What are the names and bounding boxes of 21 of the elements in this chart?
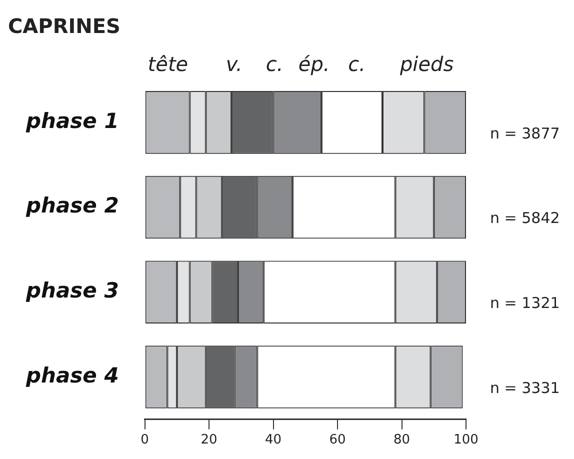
text: n = 5842 bbox=[490, 209, 560, 228]
x-tick-label: 60 bbox=[329, 432, 346, 448]
text: v. bbox=[226, 52, 242, 76]
text: n = 3331 bbox=[490, 378, 560, 397]
x-tick-label: 80 bbox=[393, 432, 410, 448]
chart-title: CAPRINES bbox=[8, 14, 120, 38]
x-tick-label: 40 bbox=[265, 432, 282, 448]
text: n = 1321 bbox=[490, 294, 560, 312]
text: c. bbox=[266, 52, 284, 76]
text: c. bbox=[348, 52, 366, 76]
y-tick-label: phase 2 bbox=[24, 194, 119, 218]
text: tête bbox=[148, 52, 188, 76]
y-tick-label: phase 4 bbox=[24, 363, 119, 388]
x-tick-label: 100 bbox=[454, 432, 478, 448]
x-tick-label: 20 bbox=[200, 432, 218, 448]
x-tick-label: 0 bbox=[140, 432, 149, 448]
text: n = 3877 bbox=[490, 124, 560, 142]
y-tick-label: phase 1 bbox=[24, 108, 119, 133]
y-tick-label: phase 3 bbox=[24, 278, 119, 303]
text: pieds bbox=[398, 52, 454, 76]
text: ép. bbox=[298, 52, 330, 76]
